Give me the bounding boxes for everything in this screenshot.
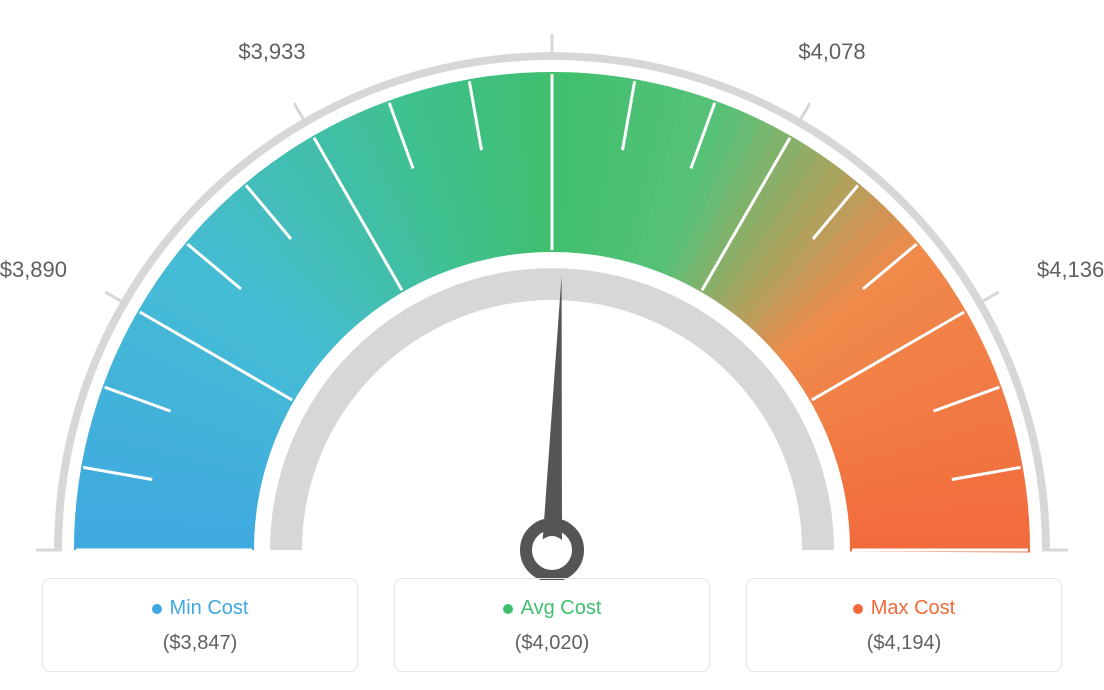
gauge-tick-label: $3,890 xyxy=(0,257,67,283)
legend-max-title: Max Cost xyxy=(871,597,955,620)
gauge-tick-label: $3,933 xyxy=(238,39,305,65)
legend-avg-title: Avg Cost xyxy=(521,597,602,620)
legend-avg-title-row: Avg Cost xyxy=(503,597,602,620)
legend-max-value: ($4,194) xyxy=(747,632,1061,655)
legend-row: Min Cost ($3,847) Avg Cost ($4,020) Max … xyxy=(42,578,1062,672)
legend-min-title: Min Cost xyxy=(170,597,249,620)
legend-card-max: Max Cost ($4,194) xyxy=(746,578,1062,672)
gauge-tick-label: $4,136 xyxy=(1037,257,1104,283)
legend-max-dot-icon xyxy=(853,604,863,614)
legend-min-value: ($3,847) xyxy=(43,632,357,655)
gauge-svg xyxy=(22,20,1082,580)
legend-card-avg: Avg Cost ($4,020) xyxy=(394,578,710,672)
legend-avg-value: ($4,020) xyxy=(395,632,709,655)
chart-container: $3,847$3,890$3,933$4,020$4,078$4,136$4,1… xyxy=(0,0,1104,690)
legend-min-dot-icon xyxy=(152,604,162,614)
legend-card-min: Min Cost ($3,847) xyxy=(42,578,358,672)
legend-avg-dot-icon xyxy=(503,604,513,614)
legend-max-title-row: Max Cost xyxy=(853,597,955,620)
gauge: $3,847$3,890$3,933$4,020$4,078$4,136$4,1… xyxy=(22,20,1082,580)
legend-min-title-row: Min Cost xyxy=(152,597,249,620)
gauge-tick-label: $4,078 xyxy=(798,39,865,65)
